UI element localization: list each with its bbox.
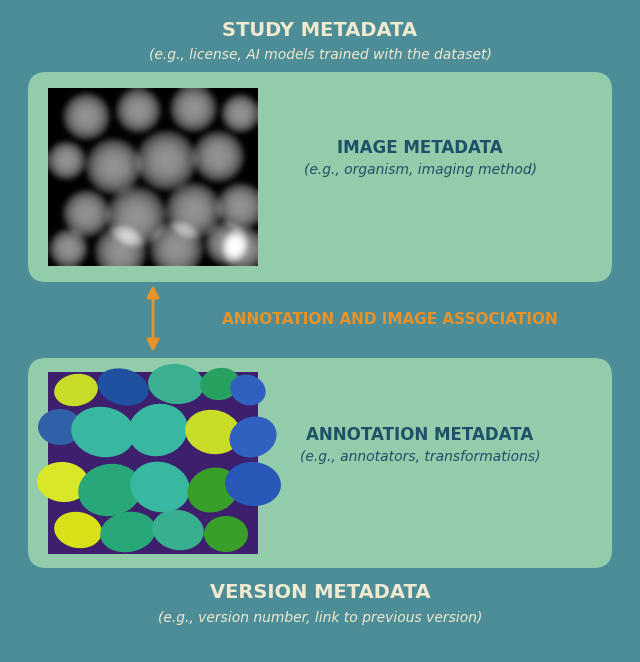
Ellipse shape [230,375,266,405]
Ellipse shape [148,364,204,404]
Text: (e.g., license, AI models trained with the dataset): (e.g., license, AI models trained with t… [148,48,492,62]
Ellipse shape [131,461,189,512]
FancyBboxPatch shape [28,358,612,568]
Ellipse shape [188,467,239,512]
Ellipse shape [152,510,204,550]
Text: ANNOTATION AND IMAGE ASSOCIATION: ANNOTATION AND IMAGE ASSOCIATION [222,312,558,328]
Ellipse shape [71,406,135,457]
Ellipse shape [229,416,276,457]
Text: ANNOTATION METADATA: ANNOTATION METADATA [307,426,534,444]
Ellipse shape [37,462,89,502]
Ellipse shape [204,516,248,552]
Ellipse shape [38,409,82,445]
Text: VERSION METADATA: VERSION METADATA [210,583,430,602]
Text: (e.g., annotators, transformations): (e.g., annotators, transformations) [300,450,540,464]
Text: IMAGE METADATA: IMAGE METADATA [337,139,503,157]
Ellipse shape [225,462,281,506]
Ellipse shape [54,512,102,548]
Bar [48,372,258,554]
Text: (e.g., version number, link to previous version): (e.g., version number, link to previous … [158,611,482,625]
Text: (e.g., organism, imaging method): (e.g., organism, imaging method) [303,163,536,177]
Ellipse shape [54,374,98,406]
Ellipse shape [200,368,240,400]
Ellipse shape [185,410,241,454]
Ellipse shape [128,404,188,456]
Ellipse shape [78,464,142,516]
Ellipse shape [100,512,156,552]
Text: STUDY METADATA: STUDY METADATA [223,21,417,40]
FancyBboxPatch shape [28,72,612,282]
Ellipse shape [97,368,148,406]
